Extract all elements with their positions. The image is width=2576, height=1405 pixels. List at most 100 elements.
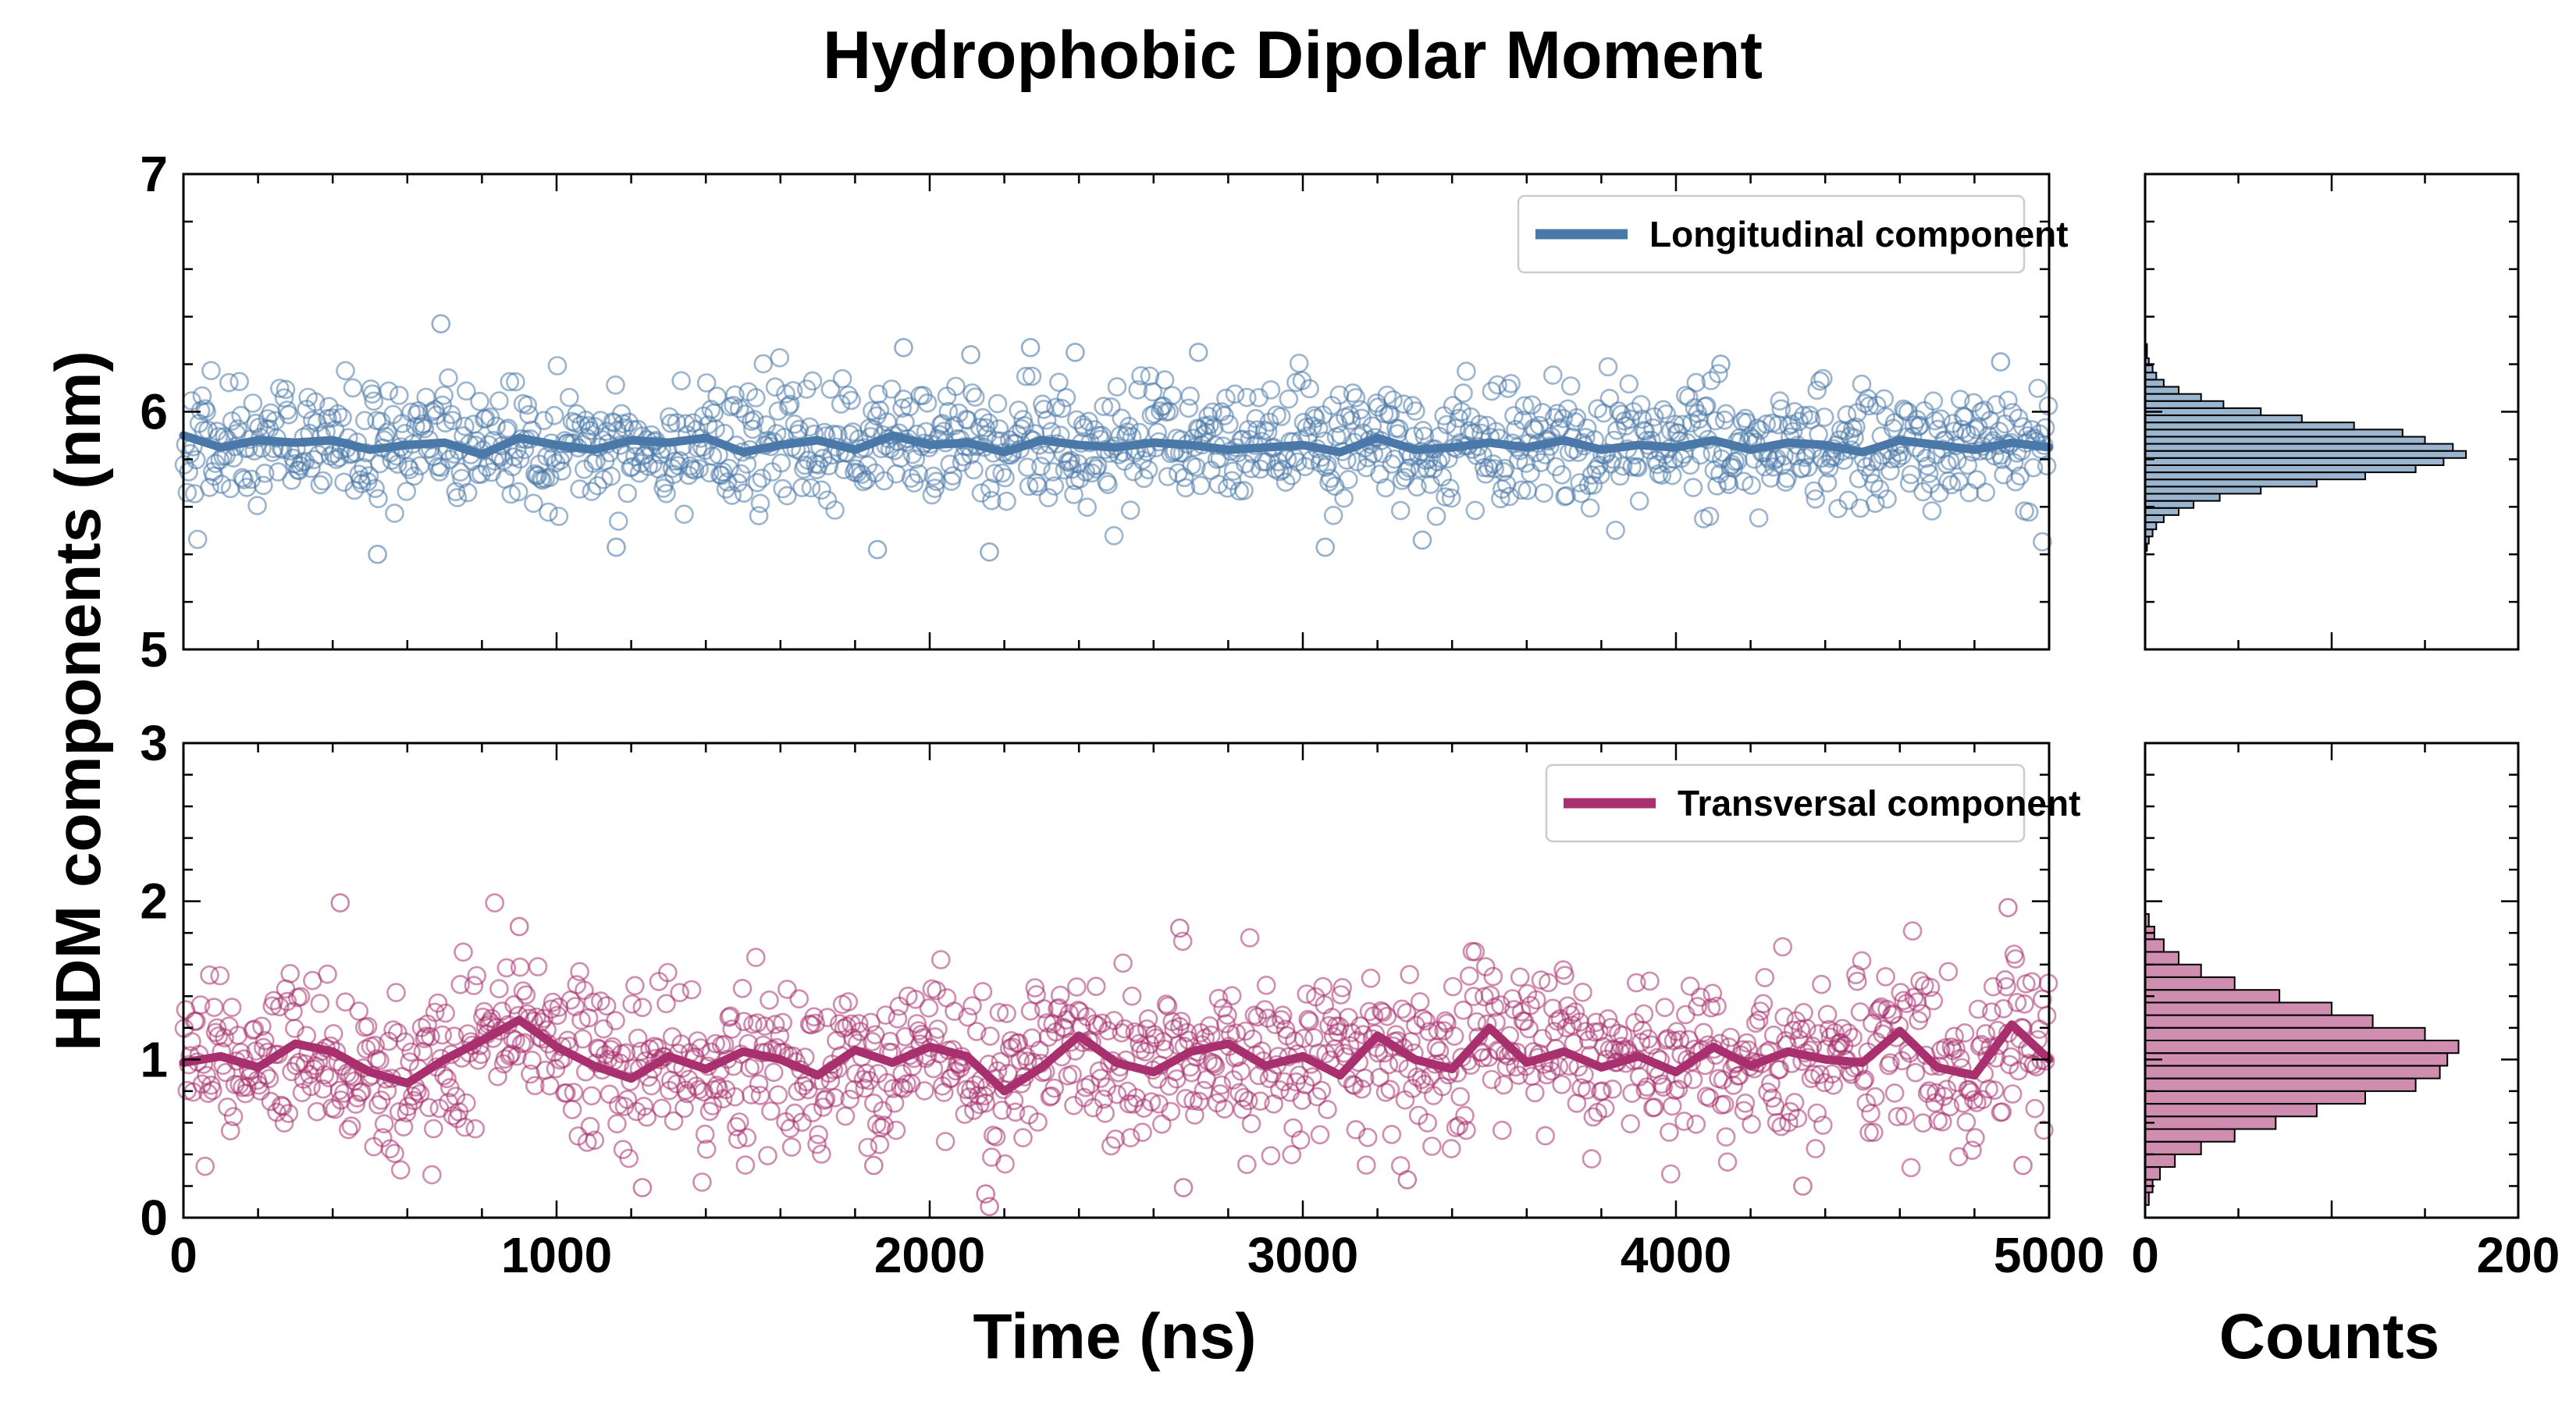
scatter-point bbox=[1208, 988, 1229, 1008]
scatter-point bbox=[1308, 418, 1329, 439]
scatter-point bbox=[964, 460, 984, 480]
transversal-panel: 0 1 2 3 Transversal component bbox=[140, 715, 2080, 1246]
scatter-point bbox=[943, 466, 962, 486]
scatter-point bbox=[1789, 411, 1809, 432]
scatter-point bbox=[889, 996, 909, 1016]
scatter-point bbox=[1691, 445, 1710, 465]
scatter-point bbox=[198, 420, 218, 440]
scatter-point bbox=[1966, 1128, 1985, 1147]
scatter-point bbox=[1788, 1108, 1808, 1128]
scatter-point bbox=[737, 1128, 757, 1147]
scatter-point bbox=[992, 463, 1012, 483]
scatter-point bbox=[1244, 1005, 1265, 1025]
scatter-point bbox=[415, 418, 435, 439]
scatter-point bbox=[777, 980, 797, 999]
scatter-point bbox=[364, 391, 384, 411]
scatter-point bbox=[2022, 972, 2042, 992]
scatter-point bbox=[1888, 1107, 1908, 1126]
histogram-bar bbox=[2144, 1153, 2176, 1168]
scatter-point bbox=[1426, 507, 1446, 526]
scatter-point bbox=[1361, 969, 1381, 988]
transversal-histogram bbox=[2144, 742, 2520, 1219]
scatter-point bbox=[1864, 473, 1884, 493]
scatter-point bbox=[518, 395, 538, 415]
scatter-point bbox=[1779, 1112, 1799, 1133]
scatter-point bbox=[760, 991, 779, 1010]
scatter-point bbox=[1465, 500, 1485, 521]
scatter-point bbox=[1025, 978, 1045, 998]
scatter-point bbox=[534, 411, 554, 431]
x-tick-label: 2000 bbox=[874, 1227, 985, 1283]
scatter-point bbox=[1880, 1053, 1900, 1072]
scatter-point bbox=[370, 1051, 390, 1070]
scatter-point bbox=[1310, 1125, 1330, 1145]
histogram-bar bbox=[2144, 429, 2403, 438]
scatter-point bbox=[1868, 1001, 1888, 1020]
scatter-point bbox=[980, 542, 999, 562]
scatter-point bbox=[1591, 464, 1610, 485]
scatter-point bbox=[729, 1112, 749, 1132]
scatter-point bbox=[1653, 400, 1673, 420]
scatter-point bbox=[785, 414, 805, 434]
scatter-point bbox=[995, 1154, 1015, 1174]
scatter-point bbox=[457, 1024, 478, 1044]
scatter-point bbox=[1352, 1079, 1372, 1099]
scatter-point bbox=[510, 957, 530, 977]
scatter-point bbox=[1606, 521, 1625, 540]
scatter-point bbox=[1289, 354, 1309, 373]
scatter-point bbox=[349, 1001, 369, 1021]
scatter-point bbox=[336, 992, 355, 1012]
scatter-point bbox=[1187, 457, 1206, 477]
scatter-point bbox=[1407, 1067, 1427, 1087]
scatter-point bbox=[628, 1028, 648, 1048]
scatter-point bbox=[1905, 1062, 1926, 1083]
scatter-point bbox=[1222, 986, 1242, 1005]
scatter-point bbox=[1588, 399, 1607, 419]
scatter-point bbox=[1763, 1088, 1782, 1108]
scatter-point bbox=[318, 964, 337, 984]
scatter-point bbox=[763, 1062, 784, 1083]
scatter-point bbox=[1742, 475, 1761, 496]
scatter-point bbox=[1686, 1115, 1706, 1134]
scatter-point bbox=[1801, 1069, 1821, 1089]
scatter-point bbox=[1412, 530, 1432, 550]
scatter-point bbox=[841, 390, 861, 411]
scatter-point bbox=[1671, 1044, 1691, 1065]
scatter-point bbox=[1504, 406, 1524, 425]
scatter-point bbox=[1919, 464, 1939, 484]
scatter-point bbox=[812, 480, 831, 500]
scatter-point bbox=[1974, 400, 1994, 420]
scatter-point bbox=[601, 466, 621, 486]
scatter-point bbox=[713, 1089, 733, 1109]
scatter-point bbox=[310, 475, 330, 495]
scatter-point bbox=[1749, 508, 1769, 528]
scatter-point bbox=[1113, 953, 1133, 973]
scatter-point bbox=[1613, 456, 1633, 476]
scatter-point bbox=[701, 400, 721, 419]
scatter-point bbox=[1031, 457, 1051, 476]
scatter-point bbox=[1200, 415, 1219, 435]
scatter-point bbox=[277, 991, 297, 1012]
scatter-point bbox=[966, 1022, 987, 1041]
scatter-point bbox=[877, 1072, 897, 1093]
hist-x-tick-label: 0 bbox=[2131, 1227, 2159, 1283]
histogram-bar bbox=[2144, 493, 2221, 502]
scatter-point bbox=[1076, 1077, 1096, 1097]
scatter-point bbox=[832, 368, 852, 389]
scatter-point bbox=[508, 482, 528, 502]
scatter-point bbox=[962, 383, 982, 403]
histogram-bar bbox=[2144, 963, 2202, 978]
scatter-point bbox=[1995, 970, 2015, 990]
scatter-point bbox=[974, 1086, 994, 1106]
scatter-point bbox=[269, 462, 288, 482]
scatter-point bbox=[1956, 1112, 1976, 1132]
scatter-point bbox=[1272, 1005, 1293, 1025]
scatter-point bbox=[1440, 1062, 1460, 1081]
scatter-point bbox=[506, 372, 525, 392]
scatter-point bbox=[696, 1140, 717, 1159]
scatter-point bbox=[410, 1083, 430, 1104]
scatter-point bbox=[1485, 459, 1504, 478]
scatter-point bbox=[995, 468, 1015, 488]
scatter-point bbox=[732, 979, 753, 998]
scatter-point bbox=[1599, 389, 1620, 408]
